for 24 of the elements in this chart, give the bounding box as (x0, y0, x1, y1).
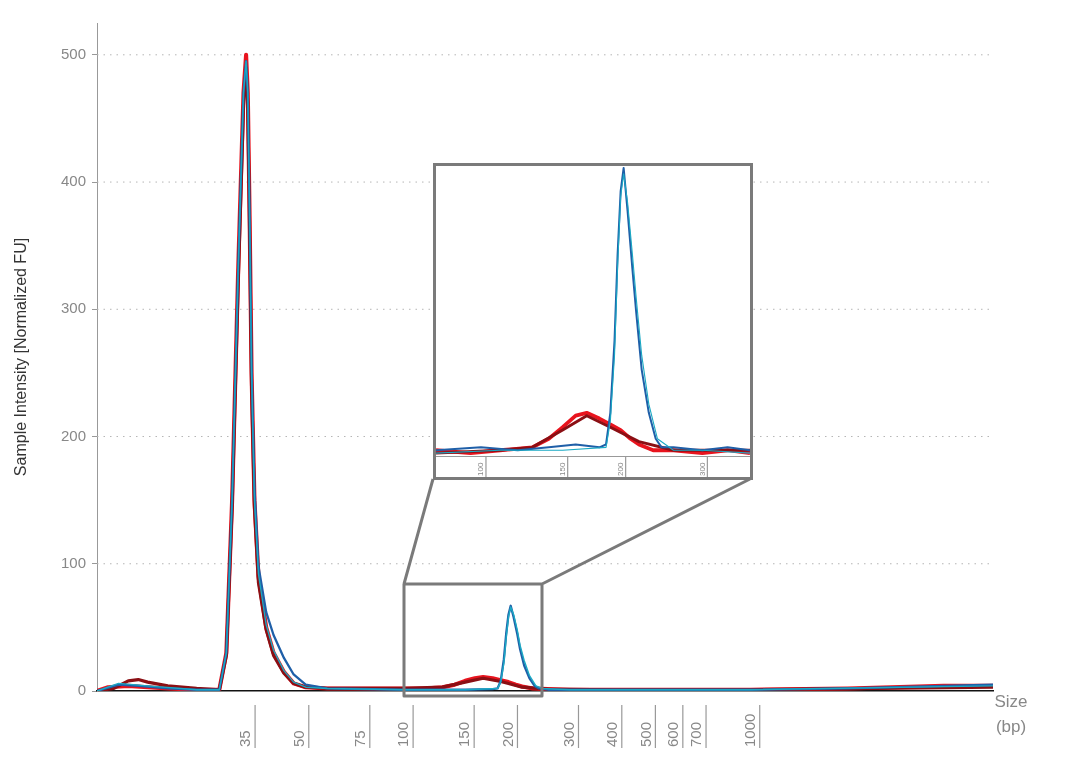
x-tick-label: 600 (663, 721, 681, 747)
y-tick-label: 300 (60, 299, 86, 317)
x-tick-label: 150 (455, 721, 473, 747)
x-tick-label: 500 (636, 721, 654, 747)
x-tick-label: 150 (557, 462, 567, 476)
y-axis-title: Sample Intensity [Normalized FU] (12, 237, 30, 477)
x-tick-label: 200 (615, 462, 625, 476)
x-tick-label: 1000 (740, 713, 758, 747)
x-tick-label: 200 (498, 721, 516, 747)
x-tick-label: 100 (394, 721, 412, 747)
y-tick-label: 400 (60, 172, 86, 190)
y-tick-label: 0 (77, 681, 86, 699)
x-tick-label: 400 (602, 721, 620, 747)
x-tick-label: 700 (687, 721, 705, 747)
y-tick-label: 500 (60, 44, 86, 62)
y-tick-label: 200 (60, 426, 86, 444)
x-tick-label: 75 (350, 730, 368, 747)
x-tick-label: 300 (559, 721, 577, 747)
x-tick-label: 50 (289, 730, 307, 747)
x-tick-label: 300 (697, 462, 707, 476)
y-tick-label: 100 (60, 553, 86, 571)
x-axis-title: Size (bp) (994, 692, 1028, 737)
x-tick-label: 100 (476, 462, 486, 476)
x-tick-label: 35 (236, 730, 254, 747)
